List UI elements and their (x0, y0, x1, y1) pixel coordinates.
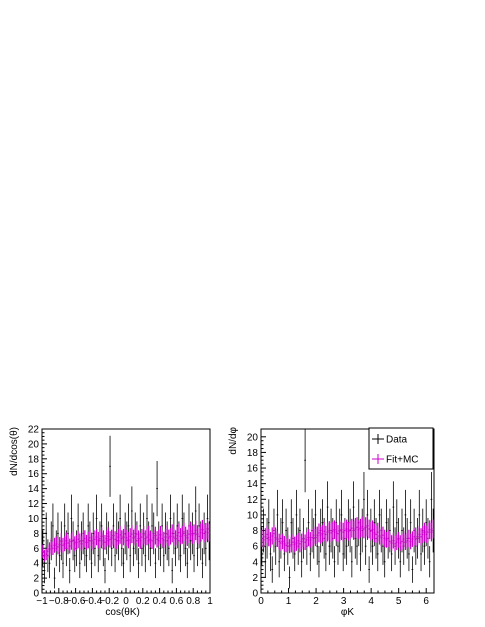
x-tick-label: 1 (207, 596, 213, 607)
y-tick-label: 4 (252, 557, 258, 568)
y-tick-label: 12 (247, 495, 259, 506)
y-tick-label: 18 (28, 454, 40, 465)
x-tick-label: 2 (313, 596, 319, 607)
x-axis-title-right: φK (341, 607, 354, 618)
y-tick-label: 4 (33, 559, 39, 570)
plot-area-left (42, 435, 210, 589)
x-tick-label: −0.4 (83, 596, 103, 607)
legend-label-fit: Fit+MC (386, 455, 419, 466)
x-tick-label: −0.2 (99, 596, 119, 607)
series-fit-mc (42, 519, 210, 562)
y-tick-label: 8 (252, 526, 258, 537)
plot-frame-left (41, 428, 211, 594)
y-tick-label: 16 (247, 464, 259, 475)
y-tick-label: 14 (247, 479, 259, 490)
x-tick-label: 0.8 (186, 596, 200, 607)
series-fit-mc (260, 515, 435, 554)
y-axis-title-right: dN/dφ (228, 426, 239, 454)
y-tick-label: 12 (28, 499, 40, 510)
x-tick-label: 6 (423, 596, 429, 607)
y-tick-label: 0 (33, 589, 39, 600)
y-tick-label: 0 (252, 589, 258, 600)
y-axis-right: 0 2 4 6 8 10 12 14 16 18 20 (247, 432, 266, 600)
x-tick-label: −1 (36, 596, 48, 607)
x-axis-title-left: cos(θK) (105, 607, 139, 618)
y-tick-label: 10 (247, 510, 259, 521)
y-tick-label: 22 (28, 425, 40, 436)
y-tick-label: 8 (33, 529, 39, 540)
plot-area-right (260, 429, 435, 589)
y-axis-title-left: dN/dcos(θ) (9, 427, 20, 476)
y-tick-label: 6 (33, 544, 39, 555)
x-tick-label: −0.8 (49, 596, 69, 607)
x-tick-label: 0 (258, 596, 264, 607)
x-tick-label: 0 (123, 596, 129, 607)
y-tick-label: 6 (252, 542, 258, 553)
legend: Data Fit+MC (368, 427, 434, 470)
y-tick-label: 16 (28, 469, 40, 480)
x-tick-label: −0.6 (66, 596, 86, 607)
y-tick-label: 18 (247, 448, 259, 459)
y-tick-label: 10 (28, 514, 40, 525)
legend-box (368, 427, 434, 470)
y-tick-label: 20 (247, 432, 259, 443)
x-axis-left: −1 −0.8−0.6−0.4−0.2 0 0.2 0.4 0.6 0.8 1 (36, 588, 213, 607)
series-data (42, 435, 210, 589)
x-tick-label: 5 (396, 596, 402, 607)
x-tick-label: 1 (286, 596, 292, 607)
y-tick-label: 14 (28, 484, 40, 495)
y-tick-label: 2 (252, 573, 258, 584)
legend-label-data: Data (386, 435, 408, 446)
x-tick-label: 4 (368, 596, 374, 607)
x-tick-label: 0.4 (153, 596, 167, 607)
x-axis-right: 0 1 2 3 4 5 6 (258, 588, 429, 607)
y-tick-label: 2 (33, 574, 39, 585)
y-tick-label: 20 (28, 439, 40, 450)
x-tick-label: 0.2 (136, 596, 150, 607)
x-tick-label: 0.6 (169, 596, 183, 607)
x-tick-label: 3 (341, 596, 347, 607)
